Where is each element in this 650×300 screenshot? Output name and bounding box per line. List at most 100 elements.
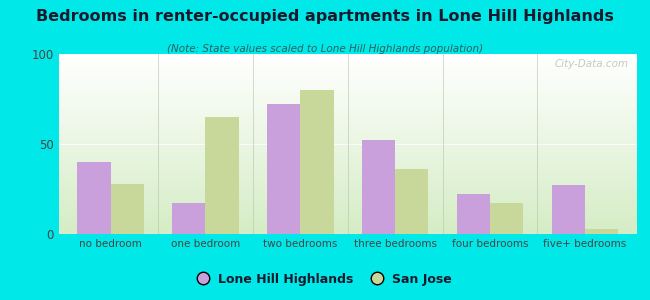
Bar bbox=[58, 217, 637, 218]
Bar bbox=[58, 82, 637, 83]
Bar bbox=[58, 91, 637, 92]
Bar bbox=[58, 65, 637, 66]
Bar bbox=[58, 196, 637, 197]
Bar bbox=[58, 132, 637, 133]
Bar bbox=[58, 152, 637, 154]
Bar bbox=[58, 185, 637, 186]
Bar bbox=[58, 191, 637, 192]
Bar bbox=[58, 131, 637, 132]
Bar bbox=[111, 184, 144, 234]
Bar bbox=[58, 170, 637, 172]
Bar bbox=[58, 56, 637, 58]
Bar bbox=[58, 74, 637, 76]
Bar bbox=[58, 71, 637, 72]
Bar bbox=[58, 100, 637, 101]
Bar bbox=[58, 130, 637, 131]
Bar bbox=[58, 134, 637, 136]
Bar bbox=[58, 156, 637, 157]
Bar bbox=[58, 139, 637, 140]
Bar bbox=[58, 194, 637, 196]
Bar bbox=[58, 95, 637, 96]
Bar bbox=[58, 228, 637, 229]
Bar bbox=[300, 90, 333, 234]
Bar bbox=[58, 102, 637, 103]
Bar bbox=[58, 137, 637, 138]
Bar bbox=[58, 218, 637, 220]
Bar bbox=[58, 80, 637, 82]
Bar bbox=[58, 215, 637, 216]
Bar bbox=[58, 64, 637, 65]
Bar bbox=[58, 199, 637, 200]
Bar bbox=[58, 166, 637, 167]
Bar bbox=[58, 77, 637, 78]
Bar bbox=[58, 176, 637, 178]
Bar bbox=[58, 145, 637, 146]
Bar bbox=[58, 178, 637, 179]
Bar bbox=[585, 229, 618, 234]
Bar bbox=[58, 198, 637, 199]
Bar bbox=[58, 216, 637, 217]
Bar bbox=[58, 138, 637, 139]
Bar bbox=[58, 160, 637, 161]
Bar bbox=[58, 62, 637, 64]
Bar bbox=[58, 55, 637, 56]
Bar bbox=[205, 117, 239, 234]
Bar bbox=[58, 133, 637, 134]
Bar bbox=[58, 162, 637, 163]
Bar bbox=[58, 229, 637, 230]
Bar bbox=[58, 161, 637, 162]
Bar bbox=[58, 59, 637, 60]
Bar bbox=[58, 73, 637, 74]
Bar bbox=[58, 109, 637, 110]
Bar bbox=[58, 136, 637, 137]
Bar bbox=[58, 224, 637, 226]
Bar bbox=[58, 206, 637, 208]
Bar bbox=[77, 162, 110, 234]
Bar bbox=[58, 214, 637, 215]
Bar bbox=[58, 204, 637, 205]
Bar bbox=[58, 220, 637, 221]
Bar bbox=[58, 154, 637, 155]
Bar bbox=[58, 172, 637, 173]
Bar bbox=[58, 79, 637, 80]
Bar bbox=[58, 175, 637, 176]
Bar bbox=[58, 146, 637, 148]
Bar bbox=[58, 78, 637, 79]
Bar bbox=[58, 116, 637, 118]
Bar bbox=[58, 200, 637, 202]
Bar bbox=[58, 89, 637, 90]
Bar bbox=[58, 86, 637, 88]
Bar bbox=[58, 164, 637, 166]
Bar bbox=[58, 148, 637, 149]
Bar bbox=[58, 70, 637, 71]
Bar bbox=[58, 208, 637, 209]
Bar bbox=[58, 155, 637, 156]
Bar bbox=[58, 94, 637, 95]
Bar bbox=[58, 188, 637, 190]
Bar bbox=[58, 72, 637, 73]
Bar bbox=[58, 169, 637, 170]
Text: Bedrooms in renter-occupied apartments in Lone Hill Highlands: Bedrooms in renter-occupied apartments i… bbox=[36, 9, 614, 24]
Bar bbox=[58, 212, 637, 214]
Bar bbox=[58, 127, 637, 128]
Bar bbox=[58, 90, 637, 91]
Bar bbox=[58, 193, 637, 194]
Bar bbox=[58, 223, 637, 224]
Bar bbox=[457, 194, 490, 234]
Bar bbox=[490, 203, 523, 234]
Bar bbox=[58, 122, 637, 124]
Bar bbox=[58, 54, 637, 55]
Bar bbox=[58, 88, 637, 89]
Bar bbox=[58, 112, 637, 113]
Bar bbox=[58, 124, 637, 125]
Bar bbox=[552, 185, 585, 234]
Bar bbox=[58, 151, 637, 152]
Bar bbox=[58, 101, 637, 102]
Bar bbox=[58, 68, 637, 70]
Bar bbox=[58, 230, 637, 232]
Bar bbox=[58, 184, 637, 185]
Bar bbox=[58, 97, 637, 98]
Bar bbox=[58, 108, 637, 109]
Bar bbox=[58, 203, 637, 204]
Bar bbox=[58, 210, 637, 211]
